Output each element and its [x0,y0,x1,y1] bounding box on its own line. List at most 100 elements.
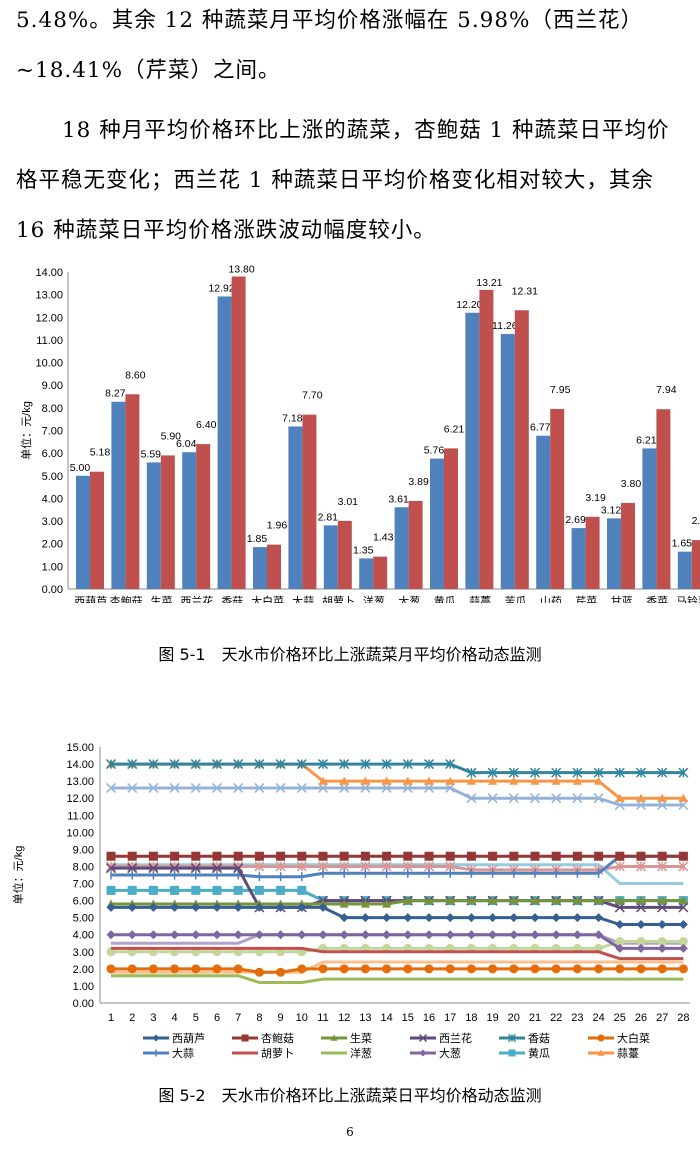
circle-marker [551,964,561,974]
square-marker [170,885,180,895]
y-tick-label: 0.00 [73,998,94,1010]
y-tick-label: 3.00 [42,516,63,528]
triangle-marker [678,793,688,802]
x-marker [127,863,138,874]
x-marker [593,793,604,804]
triangle-marker [318,776,328,785]
diamond-marker [551,930,561,940]
series-line [111,863,684,886]
x-marker [211,863,223,874]
asterisk-marker [657,861,668,872]
x-tick-label: 28 [677,1012,689,1024]
x-marker [360,782,371,793]
diamond-marker [233,930,243,940]
diamond-marker [276,930,286,940]
x-marker [381,782,392,793]
diamond-marker [233,902,243,912]
y-tick-label: 6.00 [42,448,63,460]
x-tick-label: 23 [571,1012,583,1024]
data-label: 5.90 [161,430,182,442]
asterisk-marker [593,767,604,778]
diamond-marker [615,919,625,929]
square-marker [615,851,625,861]
x-marker [635,799,647,811]
triangle-marker [530,896,540,905]
square-marker [191,851,201,861]
circle-marker [318,964,328,974]
diamond-marker [466,930,476,940]
figure-caption-5-2: 图 5-2 天水市价格环比上涨蔬菜日平均价格动态监测 [158,1086,542,1105]
diamond-marker [424,913,434,923]
y-tick-label: 10.00 [66,827,94,839]
data-label: 3.80 [621,478,642,490]
bar [231,276,246,589]
asterisk-marker [402,759,413,770]
asterisk-marker [614,861,625,872]
circle-marker [424,964,434,974]
bar [253,547,267,589]
x-marker [296,782,307,793]
asterisk-marker [275,759,286,770]
asterisk-marker [254,861,265,872]
circle-marker [445,964,455,974]
y-tick-label: 11.00 [36,335,63,347]
bar [302,414,317,589]
bar [691,540,700,589]
square-marker [594,851,604,861]
x-tick-label: 芹菜 [575,595,597,603]
series-line [111,762,684,775]
bar [585,516,600,589]
diamond-marker [360,930,370,940]
circle-marker [597,1034,605,1042]
series-香菇 [105,759,689,778]
triangle-marker [382,776,392,785]
y-tick-label: 14.00 [66,759,94,771]
circle-marker [488,964,498,974]
asterisk-marker [551,767,562,778]
x-tick-label: 西葫芦 [74,595,107,603]
bar [642,448,657,589]
asterisk-marker [508,767,519,778]
circle-marker [191,964,201,974]
triangle-marker [339,776,349,785]
asterisk-marker [678,767,689,778]
diamond-marker [636,943,646,953]
diamond-marker [318,930,328,940]
x-tick-label: 洋葱 [363,594,385,603]
x-marker [635,902,647,913]
square-marker [360,851,370,861]
series-大葱 [106,930,688,953]
paragraph-1: 5.48%。其余 12 种蔬菜月平均价格涨幅在 5.98%（西兰花）~18.41… [16,8,643,83]
x-marker [466,793,477,804]
diamond-marker [636,919,646,929]
square-marker [212,885,222,895]
series-line [111,864,684,872]
square-marker [297,851,307,861]
x-tick-label: 1 [108,1012,114,1024]
series-unlabeled [111,863,684,886]
diamond-marker [127,902,137,912]
triangle-marker [403,776,413,785]
triangle-marker [330,1034,338,1041]
square-marker [403,851,413,861]
asterisk-marker [275,861,286,872]
x-marker [657,799,668,811]
diamond-marker [191,930,201,940]
asterisk-marker [445,759,456,770]
square-marker [233,885,243,895]
series-line [111,967,684,974]
x-tick-label: 大葱 [398,594,420,603]
series-unlabeled [111,960,684,974]
triangle-marker [445,896,455,905]
series-line [111,899,684,906]
data-label: 7.95 [550,384,571,396]
triangle-marker [572,896,582,905]
circle-marker [615,937,625,947]
x-tick-label: 大蒜 [292,594,314,603]
data-label: 13.80 [228,264,254,276]
data-label: 1.65 [672,538,693,550]
y-axis-label: 单位：元/kg [11,846,25,905]
y-tick-label: 13.00 [66,776,94,788]
diamond-marker [594,913,604,923]
legend-label: 大葱 [439,1046,461,1060]
